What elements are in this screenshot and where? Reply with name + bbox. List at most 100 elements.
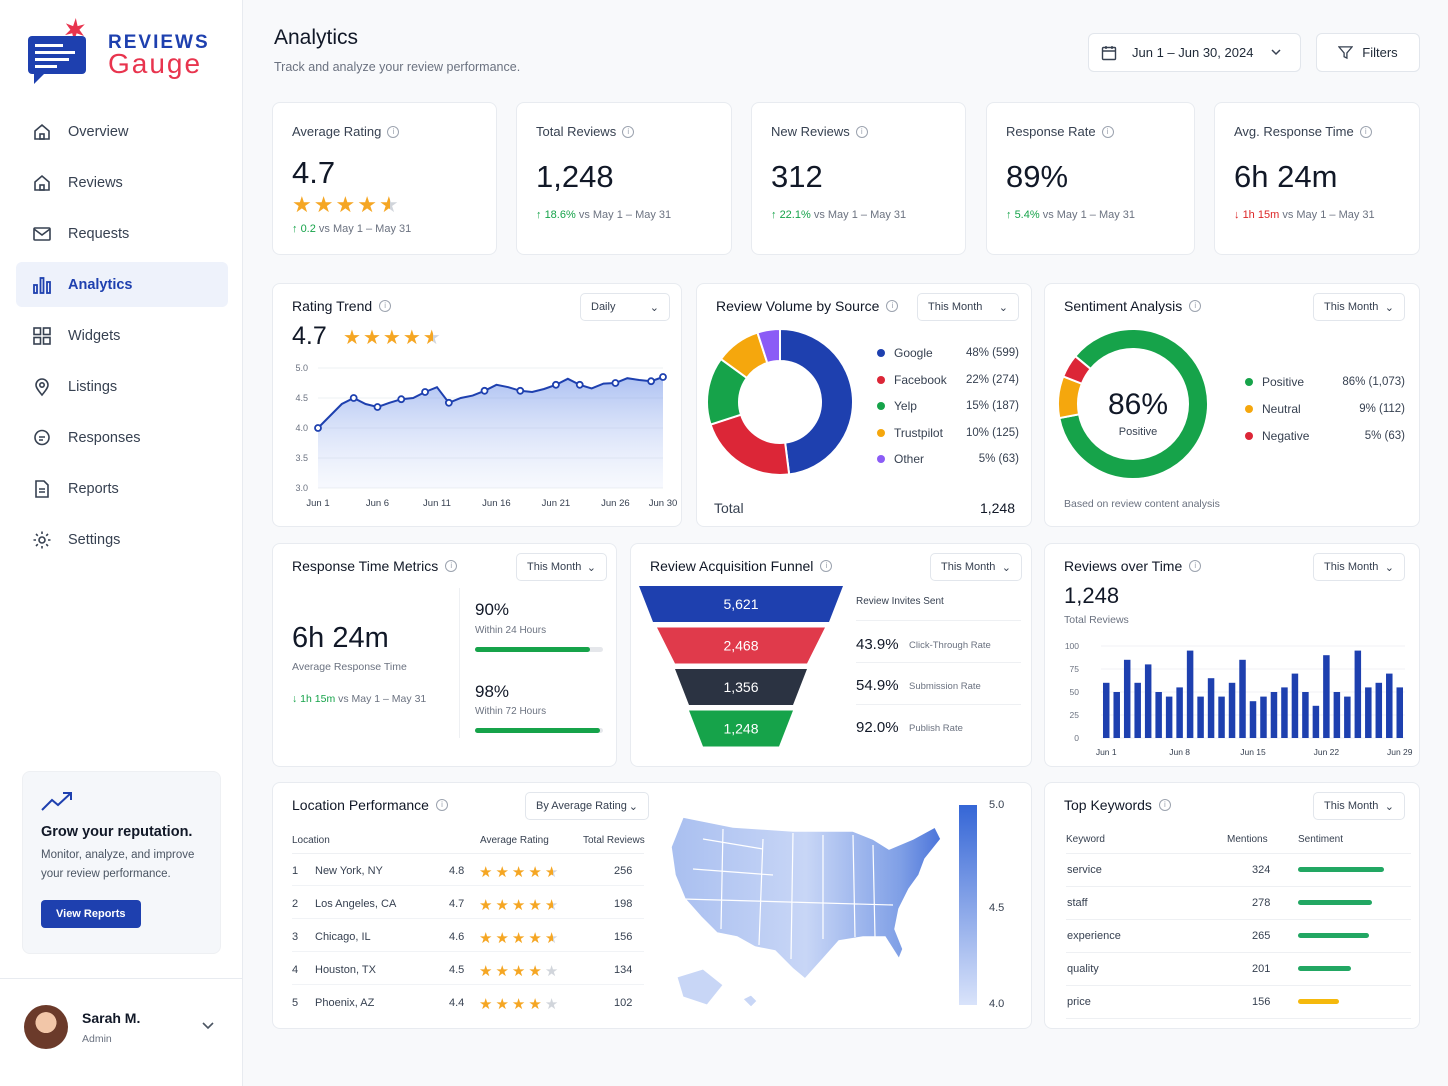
- info-icon[interactable]: i: [1189, 560, 1202, 572]
- chevron-down-icon: ⌄: [1001, 561, 1011, 574]
- card-title: Reviews over Time i: [1064, 558, 1202, 574]
- keyword-name: staff: [1067, 897, 1088, 909]
- period-dropdown[interactable]: This Month ⌄: [1313, 792, 1405, 820]
- chevron-down-icon: ⌄: [628, 800, 638, 813]
- x-tick-label: Jun 15: [1240, 747, 1266, 757]
- divider: [292, 853, 644, 854]
- arrow-down-icon: ↓: [292, 693, 301, 705]
- sidebar-item-widgets[interactable]: Widgets: [16, 313, 228, 358]
- star-icon: ★: [495, 996, 512, 1013]
- star-rating: ★★★★★: [479, 995, 561, 1013]
- sidebar-item-analytics[interactable]: Analytics: [16, 262, 228, 307]
- location-rank: 1: [292, 865, 299, 877]
- period-dropdown[interactable]: This Month ⌄: [930, 553, 1022, 581]
- bar: [1218, 696, 1225, 738]
- main-content: Analytics Track and analyze your review …: [244, 0, 1448, 1086]
- info-icon[interactable]: i: [379, 300, 392, 312]
- period-dropdown[interactable]: This Month ⌄: [917, 293, 1019, 321]
- trend-point: [516, 386, 525, 395]
- table-row: service 324: [1066, 854, 1411, 887]
- star-icon: ★: [511, 930, 529, 947]
- location-rank: 4: [292, 964, 299, 976]
- trend-point: [480, 386, 489, 395]
- sidebar-item-settings[interactable]: Settings: [16, 517, 228, 562]
- info-icon[interactable]: i: [855, 125, 868, 138]
- donut-slice: [1058, 329, 1209, 480]
- arrow-up-icon: ↑: [771, 209, 780, 221]
- funnel-stage: [675, 669, 807, 705]
- chevron-down-icon[interactable]: [202, 1022, 214, 1030]
- bar: [1375, 682, 1383, 738]
- brand-logo[interactable]: REVIEWS Gauge: [26, 18, 216, 88]
- sidebar-item-reviews[interactable]: Reviews: [16, 160, 228, 205]
- keyword-mentions: 278: [1252, 897, 1271, 909]
- kpi-delta: ↓ 1h 15m vs May 1 – May 31: [1234, 209, 1375, 221]
- publish-value: 92.0%: [856, 719, 899, 736]
- star-icon: ★: [511, 897, 529, 914]
- legend-value: 86% (1,073): [1342, 376, 1405, 388]
- within-24-value: 90%: [475, 600, 510, 619]
- half-star-icon: ★: [422, 327, 443, 349]
- avatar: [24, 1005, 68, 1049]
- x-tick-label: Jun 1: [306, 498, 329, 509]
- info-icon[interactable]: i: [622, 125, 635, 138]
- star-icon: ★: [479, 864, 496, 881]
- sidebar-item-responses[interactable]: Responses: [16, 415, 228, 460]
- period-dropdown[interactable]: This Month ⌄: [1313, 553, 1405, 581]
- legend-item: Positive 86% (1,073): [1245, 375, 1405, 389]
- bar: [1386, 673, 1393, 738]
- card-title: Location Performance i: [292, 797, 448, 813]
- user-name: Sarah M.: [82, 1010, 141, 1026]
- info-icon[interactable]: i: [820, 560, 833, 572]
- period-dropdown[interactable]: This Month ⌄: [516, 553, 607, 581]
- info-icon[interactable]: i: [886, 300, 899, 312]
- info-icon[interactable]: i: [435, 799, 448, 811]
- date-range-picker[interactable]: Jun 1 – Jun 30, 2024: [1088, 33, 1301, 72]
- legend-dot: [877, 402, 885, 410]
- legend-dot: [877, 349, 885, 357]
- period-dropdown[interactable]: Daily ⌄: [580, 293, 670, 321]
- sentiment-bar: [1298, 966, 1352, 971]
- info-icon[interactable]: i: [445, 560, 458, 572]
- page-subtitle: Track and analyze your review performanc…: [274, 60, 521, 74]
- star-icon: ★: [362, 327, 383, 349]
- sidebar-item-overview[interactable]: Overview: [16, 109, 228, 154]
- rating-value: 4.7: [292, 322, 327, 350]
- filters-button[interactable]: Filters: [1316, 33, 1420, 72]
- info-icon[interactable]: i: [387, 125, 400, 138]
- x-tick-label: Jun 6: [366, 498, 389, 509]
- sidebar-item-listings[interactable]: Listings: [16, 364, 228, 409]
- review-volume-card: Review Volume by Source i This Month ⌄ Goo…: [696, 283, 1032, 527]
- view-reports-button[interactable]: View Reports: [41, 900, 141, 928]
- funnel-stage-label: 1,356: [723, 679, 758, 695]
- x-tick-label: Jun 11: [423, 498, 451, 509]
- bar: [1333, 692, 1341, 738]
- info-icon[interactable]: i: [1158, 799, 1171, 811]
- legend-dot: [1245, 432, 1253, 440]
- info-icon[interactable]: i: [1359, 125, 1372, 138]
- arrow-up-icon: ↑: [292, 223, 301, 235]
- trend-point: [421, 388, 429, 396]
- bar: [1312, 705, 1320, 738]
- sidebar-item-requests[interactable]: Requests: [16, 211, 228, 256]
- legend-item: Facebook 22% (274): [877, 373, 1019, 387]
- sort-dropdown[interactable]: By Average Rating ⌄: [525, 792, 649, 820]
- divider: [856, 704, 1021, 705]
- legend-name: Yelp: [894, 399, 917, 413]
- response-time-card: Response Time Metrics i This Month ⌄ 6h 24…: [272, 543, 617, 767]
- within-72-label: Within 72 Hours: [475, 706, 547, 717]
- sentiment-card: Sentiment Analysis i This Month ⌄ 86% Posi…: [1044, 283, 1420, 527]
- keyword-name: experience: [1067, 930, 1121, 942]
- period-dropdown[interactable]: This Month ⌄: [1313, 293, 1405, 321]
- total-label: Total: [714, 500, 744, 516]
- filters-label: Filters: [1362, 45, 1398, 60]
- kpi-total-reviews: Total Reviews i 1,248 ↑ 18.6% vs May 1 – …: [516, 102, 732, 255]
- chat-bubble-logo-icon: [28, 18, 86, 84]
- user-profile[interactable]: Sarah M. Admin: [0, 978, 243, 1086]
- info-icon[interactable]: i: [1189, 300, 1202, 312]
- legend-value: 48% (599): [965, 347, 1019, 359]
- sidebar-item-reports[interactable]: Reports: [16, 466, 228, 511]
- info-icon[interactable]: i: [1101, 125, 1114, 138]
- keyword-mentions: 201: [1252, 963, 1271, 975]
- keyword-name: quality: [1067, 963, 1099, 975]
